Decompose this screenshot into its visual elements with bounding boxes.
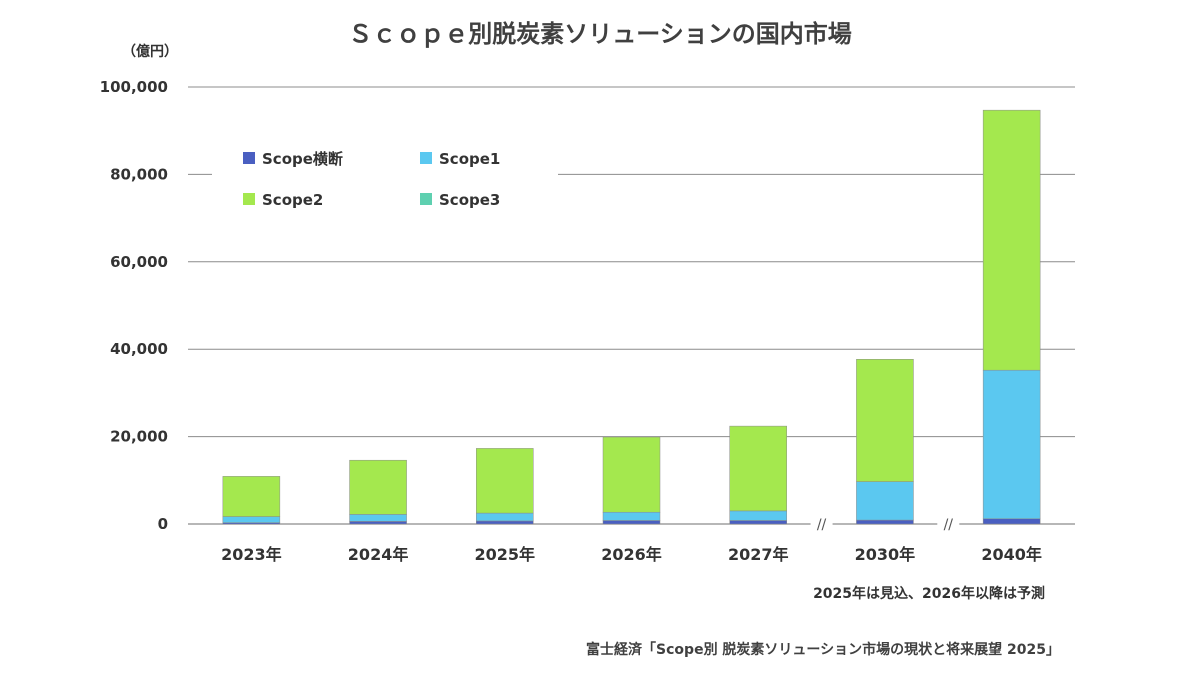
y-tick-label: 0 [158,515,168,533]
legend-label: Scope2 [262,191,323,209]
bar-segment [222,476,281,517]
axis-break-gap [810,518,833,530]
x-axis-ticks: 2023年 2024年 2025年 2026年 2027年 2030年 2040年 [221,545,1042,564]
y-axis-ticks: 100,000 80,000 60,000 40,000 20,000 0 [100,78,168,533]
x-tick-label: 2026年 [601,545,662,564]
bar-segment [729,510,787,521]
legend: Scope横断 Scope1 Scope2 Scope3 [212,142,558,222]
x-tick-label: 2023年 [221,545,282,564]
bar-segment [856,359,914,482]
bar-segment [222,516,281,523]
bar-segment [729,520,787,525]
bar-segment [349,521,407,525]
bar-segment [982,369,1041,520]
bar-segment [729,425,787,512]
x-tick-label: 2030年 [855,545,916,564]
bar-segment [856,519,914,525]
bar-segment [349,459,407,515]
y-tick-label: 80,000 [110,165,168,183]
y-tick-label: 60,000 [110,253,168,271]
source-credit: 富士経済「Scope別 脱炭素ソリューション市場の現状と将来展望 2025」 [586,641,1060,658]
legend-swatch [243,193,255,205]
y-tick-label: 40,000 [110,340,168,358]
bar-segment [856,481,914,521]
legend-swatch [420,152,432,164]
bar-segment [602,520,661,525]
bar-segment [476,520,534,525]
bar-series [222,109,1041,525]
legend-swatch [420,193,432,205]
x-tick-label: 2027年 [728,545,789,564]
axis-break-marks: // // [810,517,960,533]
chart-title: Ｓｃｏｐｅ別脱炭素ソリューションの国内市場 [348,20,852,49]
bar-segment [602,511,661,521]
axis-break-gap [937,518,960,530]
legend-label: Scope横断 [262,150,343,168]
y-axis-unit-label: （億円） [122,43,178,60]
bar-segment [349,514,407,522]
bar-segment [982,109,1041,371]
bar-segment [476,512,534,522]
y-tick-label: 100,000 [100,78,168,96]
axis-break-mark: // [817,517,827,533]
legend-label: Scope3 [439,191,500,209]
forecast-note: 2025年は見込、2026年以降は予測 [813,585,1045,602]
bar-segment [982,518,1041,525]
x-tick-label: 2040年 [981,545,1042,564]
legend-label: Scope1 [439,150,500,168]
x-tick-label: 2025年 [475,545,536,564]
legend-box [212,142,558,222]
axis-break-mark: // [944,517,954,533]
bar-segment [476,448,534,514]
y-tick-label: 20,000 [110,428,168,446]
bar-segment [602,436,661,513]
legend-swatch [243,152,255,164]
x-tick-label: 2024年 [348,545,409,564]
